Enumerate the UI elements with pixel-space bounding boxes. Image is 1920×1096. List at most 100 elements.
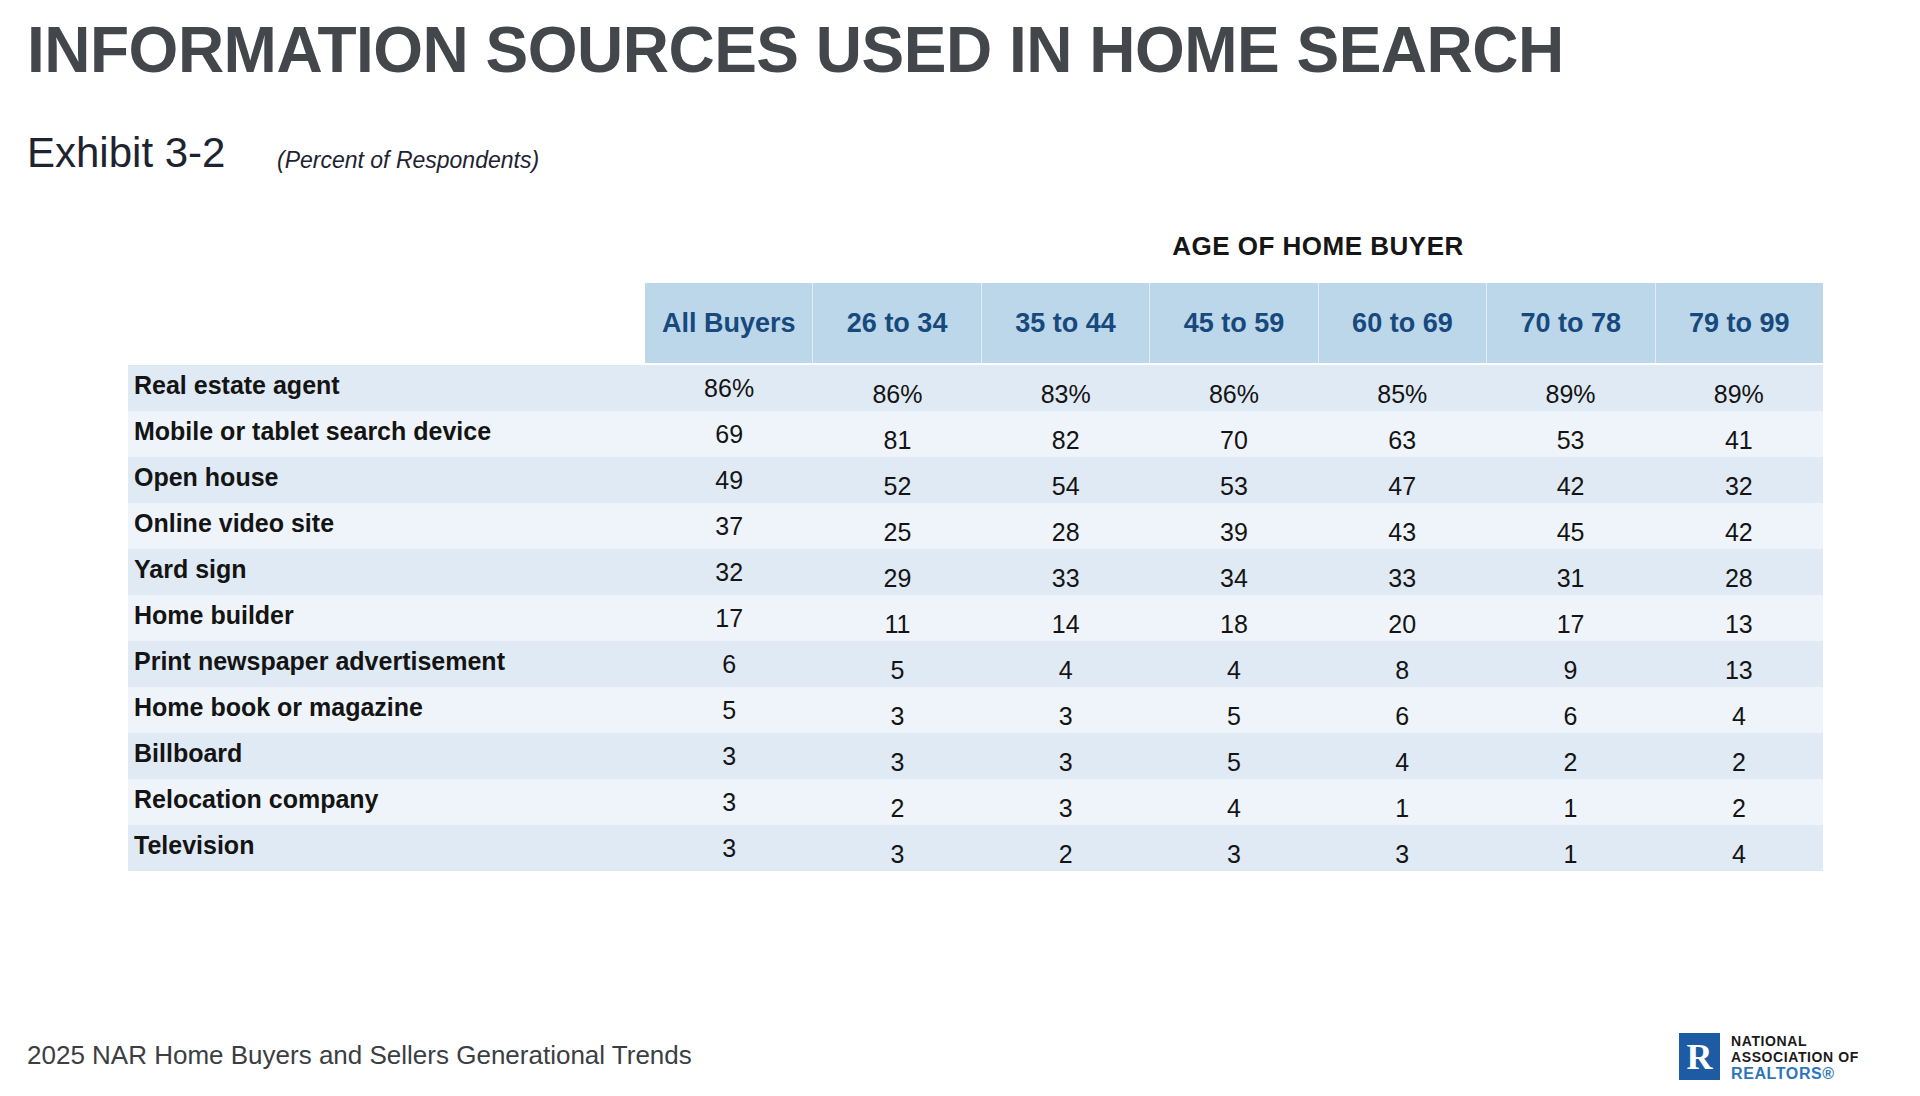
- value-cell: 3: [645, 733, 813, 779]
- table-row: Home book or magazine 5335664: [128, 687, 1823, 733]
- value-cell: 39: [1150, 509, 1318, 555]
- value-cell: 47: [1318, 463, 1486, 509]
- value-cell: 6: [1486, 693, 1654, 739]
- subtitle-percent-note: (Percent of Respondents): [277, 146, 539, 174]
- value-cell: 43: [1318, 509, 1486, 555]
- value-cell: 4: [1318, 739, 1486, 785]
- value-cell: 4: [1655, 693, 1823, 739]
- value-cell: 32: [1655, 463, 1823, 509]
- logo-line-national: NATIONAL: [1731, 1033, 1859, 1049]
- value-cell: 45: [1486, 509, 1654, 555]
- value-cell: 86%: [813, 371, 981, 417]
- value-cell: 2: [1655, 785, 1823, 831]
- value-cell: 3: [645, 825, 813, 871]
- value-cell: 85%: [1318, 371, 1486, 417]
- nar-logo: R NATIONAL ASSOCIATION OF REALTORS®: [1679, 1033, 1859, 1082]
- column-header: 60 to 69: [1318, 283, 1486, 363]
- table-row: Relocation company 3234112: [128, 779, 1823, 825]
- value-cell: 14: [982, 601, 1150, 647]
- table-row: Yard sign 32293334333128: [128, 549, 1823, 595]
- value-cell: 13: [1655, 647, 1823, 693]
- value-cell: 4: [1150, 647, 1318, 693]
- row-label: Yard sign: [128, 546, 645, 592]
- logo-line-association: ASSOCIATION OF: [1731, 1049, 1859, 1065]
- nar-logo-text: NATIONAL ASSOCIATION OF REALTORS®: [1731, 1033, 1859, 1082]
- value-cell: 89%: [1486, 371, 1654, 417]
- nar-logo-mark: R: [1679, 1033, 1720, 1080]
- data-table: All Buyers26 to 3435 to 4445 to 5960 to …: [128, 283, 1823, 871]
- table-row: Home builder 17111418201713: [128, 595, 1823, 641]
- row-label: Billboard: [128, 730, 645, 776]
- table-body: Real estate agent 86%86%83%86%85%89%89% …: [128, 365, 1823, 871]
- row-label: Relocation company: [128, 776, 645, 822]
- row-label: Mobile or tablet search device: [128, 408, 645, 454]
- value-cell: 41: [1655, 417, 1823, 463]
- value-cell: 5: [1150, 693, 1318, 739]
- value-cell: 3: [982, 739, 1150, 785]
- row-label: Print newspaper advertisement: [128, 638, 645, 684]
- exhibit-label: Exhibit 3-2: [27, 130, 225, 176]
- value-cell: 33: [982, 555, 1150, 601]
- value-cell: 1: [1318, 785, 1486, 831]
- value-cell: 3: [813, 831, 981, 877]
- value-cell: 4: [1655, 831, 1823, 877]
- value-cell: 2: [813, 785, 981, 831]
- value-cell: 6: [645, 641, 813, 687]
- column-header: 79 to 99: [1655, 283, 1823, 363]
- value-cell: 5: [645, 687, 813, 733]
- value-cell: 86%: [1150, 371, 1318, 417]
- table-row: Online video site 37252839434542: [128, 503, 1823, 549]
- value-cell: 54: [982, 463, 1150, 509]
- row-label: Real estate agent: [128, 362, 645, 408]
- table-header-row: All Buyers26 to 3435 to 4445 to 5960 to …: [645, 283, 1823, 365]
- page-title: INFORMATION SOURCES USED IN HOME SEARCH: [27, 12, 1564, 88]
- value-cell: 29: [813, 555, 981, 601]
- value-cell: 3: [645, 779, 813, 825]
- value-cell: 53: [1150, 463, 1318, 509]
- value-cell: 42: [1655, 509, 1823, 555]
- value-cell: 28: [982, 509, 1150, 555]
- logo-line-realtors: REALTORS®: [1731, 1065, 1859, 1082]
- value-cell: 3: [813, 693, 981, 739]
- value-cell: 2: [982, 831, 1150, 877]
- value-cell: 11: [813, 601, 981, 647]
- value-cell: 17: [1486, 601, 1654, 647]
- value-cell: 69: [645, 411, 813, 457]
- value-cell: 32: [645, 549, 813, 595]
- table-row: Billboard 3335422: [128, 733, 1823, 779]
- value-cell: 17: [645, 595, 813, 641]
- value-cell: 3: [1318, 831, 1486, 877]
- value-cell: 33: [1318, 555, 1486, 601]
- column-header: 26 to 34: [812, 283, 980, 363]
- value-cell: 37: [645, 503, 813, 549]
- value-cell: 28: [1655, 555, 1823, 601]
- table-row: Television 3323314: [128, 825, 1823, 871]
- value-cell: 34: [1150, 555, 1318, 601]
- value-cell: 25: [813, 509, 981, 555]
- value-cell: 2: [1486, 739, 1654, 785]
- value-cell: 53: [1486, 417, 1654, 463]
- row-label: Open house: [128, 454, 645, 500]
- value-cell: 49: [645, 457, 813, 503]
- row-label: Online video site: [128, 500, 645, 546]
- value-cell: 13: [1655, 601, 1823, 647]
- table-row: Mobile or tablet search device 698182706…: [128, 411, 1823, 457]
- value-cell: 3: [982, 693, 1150, 739]
- value-cell: 3: [982, 785, 1150, 831]
- value-cell: 82: [982, 417, 1150, 463]
- value-cell: 1: [1486, 831, 1654, 877]
- value-cell: 5: [813, 647, 981, 693]
- table-row: Print newspaper advertisement 65448913: [128, 641, 1823, 687]
- value-cell: 63: [1318, 417, 1486, 463]
- value-cell: 52: [813, 463, 981, 509]
- value-cell: 9: [1486, 647, 1654, 693]
- column-header: 70 to 78: [1486, 283, 1654, 363]
- row-label: Television: [128, 822, 645, 868]
- value-cell: 31: [1486, 555, 1654, 601]
- table-row: Real estate agent 86%86%83%86%85%89%89%: [128, 365, 1823, 411]
- column-header: 45 to 59: [1149, 283, 1317, 363]
- age-group-header: AGE OF HOME BUYER: [813, 231, 1823, 262]
- row-label: Home builder: [128, 592, 645, 638]
- value-cell: 86%: [645, 365, 813, 411]
- source-note: 2025 NAR Home Buyers and Sellers Generat…: [27, 1040, 692, 1071]
